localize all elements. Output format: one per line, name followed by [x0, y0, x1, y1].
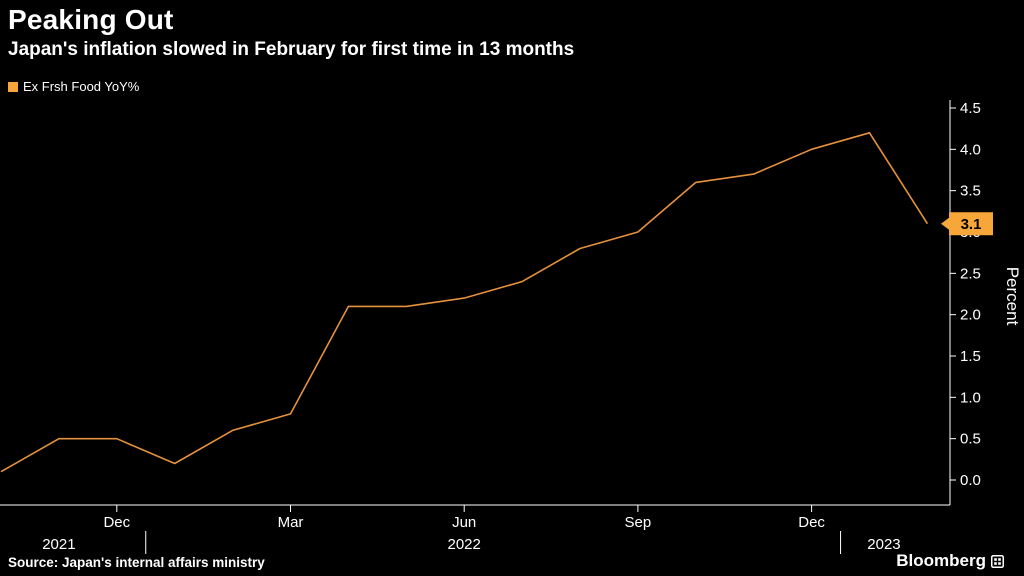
- legend-label: Ex Frsh Food YoY%: [23, 79, 140, 94]
- y-tick-label: 1.0: [960, 389, 981, 406]
- x-tick-label: Dec: [798, 514, 825, 531]
- y-tick-label: 0.0: [960, 472, 981, 489]
- legend-swatch-icon: [8, 81, 18, 92]
- legend: Ex Frsh Food YoY%: [8, 79, 139, 94]
- y-tick-label: 3.5: [960, 183, 981, 200]
- chart-title: Peaking Out: [8, 4, 174, 35]
- last-value-label: 3.1: [961, 216, 982, 233]
- x-tick-label: Dec: [103, 514, 130, 531]
- y-tick-label: 4.5: [960, 100, 981, 117]
- source-note: Source: Japan's internal affairs ministr…: [8, 555, 265, 570]
- x-tick-label: Sep: [625, 514, 652, 531]
- x-tick-label: Jun: [452, 514, 476, 531]
- last-value-badge: [949, 212, 993, 236]
- year-label: 2021: [42, 536, 75, 553]
- year-label: 2022: [448, 536, 481, 553]
- y-axis-title: Percent: [1003, 267, 1022, 326]
- bloomberg-terminal-icon: [991, 554, 1004, 568]
- y-tick-label: 0.5: [960, 431, 981, 448]
- x-tick-label: Mar: [278, 514, 304, 531]
- y-tick-label: 4.0: [960, 141, 981, 158]
- y-tick-label: 2.5: [960, 265, 981, 282]
- bloomberg-wordmark: Bloomberg: [896, 551, 986, 570]
- year-label: 2023: [867, 536, 900, 553]
- series-line: [0, 132, 929, 473]
- y-tick-label: 1.5: [960, 348, 981, 365]
- y-tick-label: 2.0: [960, 307, 981, 324]
- last-value-pointer: [941, 217, 949, 230]
- bloomberg-logo: Bloomberg: [896, 551, 1004, 571]
- chart-subtitle: Japan's inflation slowed in February for…: [8, 39, 575, 60]
